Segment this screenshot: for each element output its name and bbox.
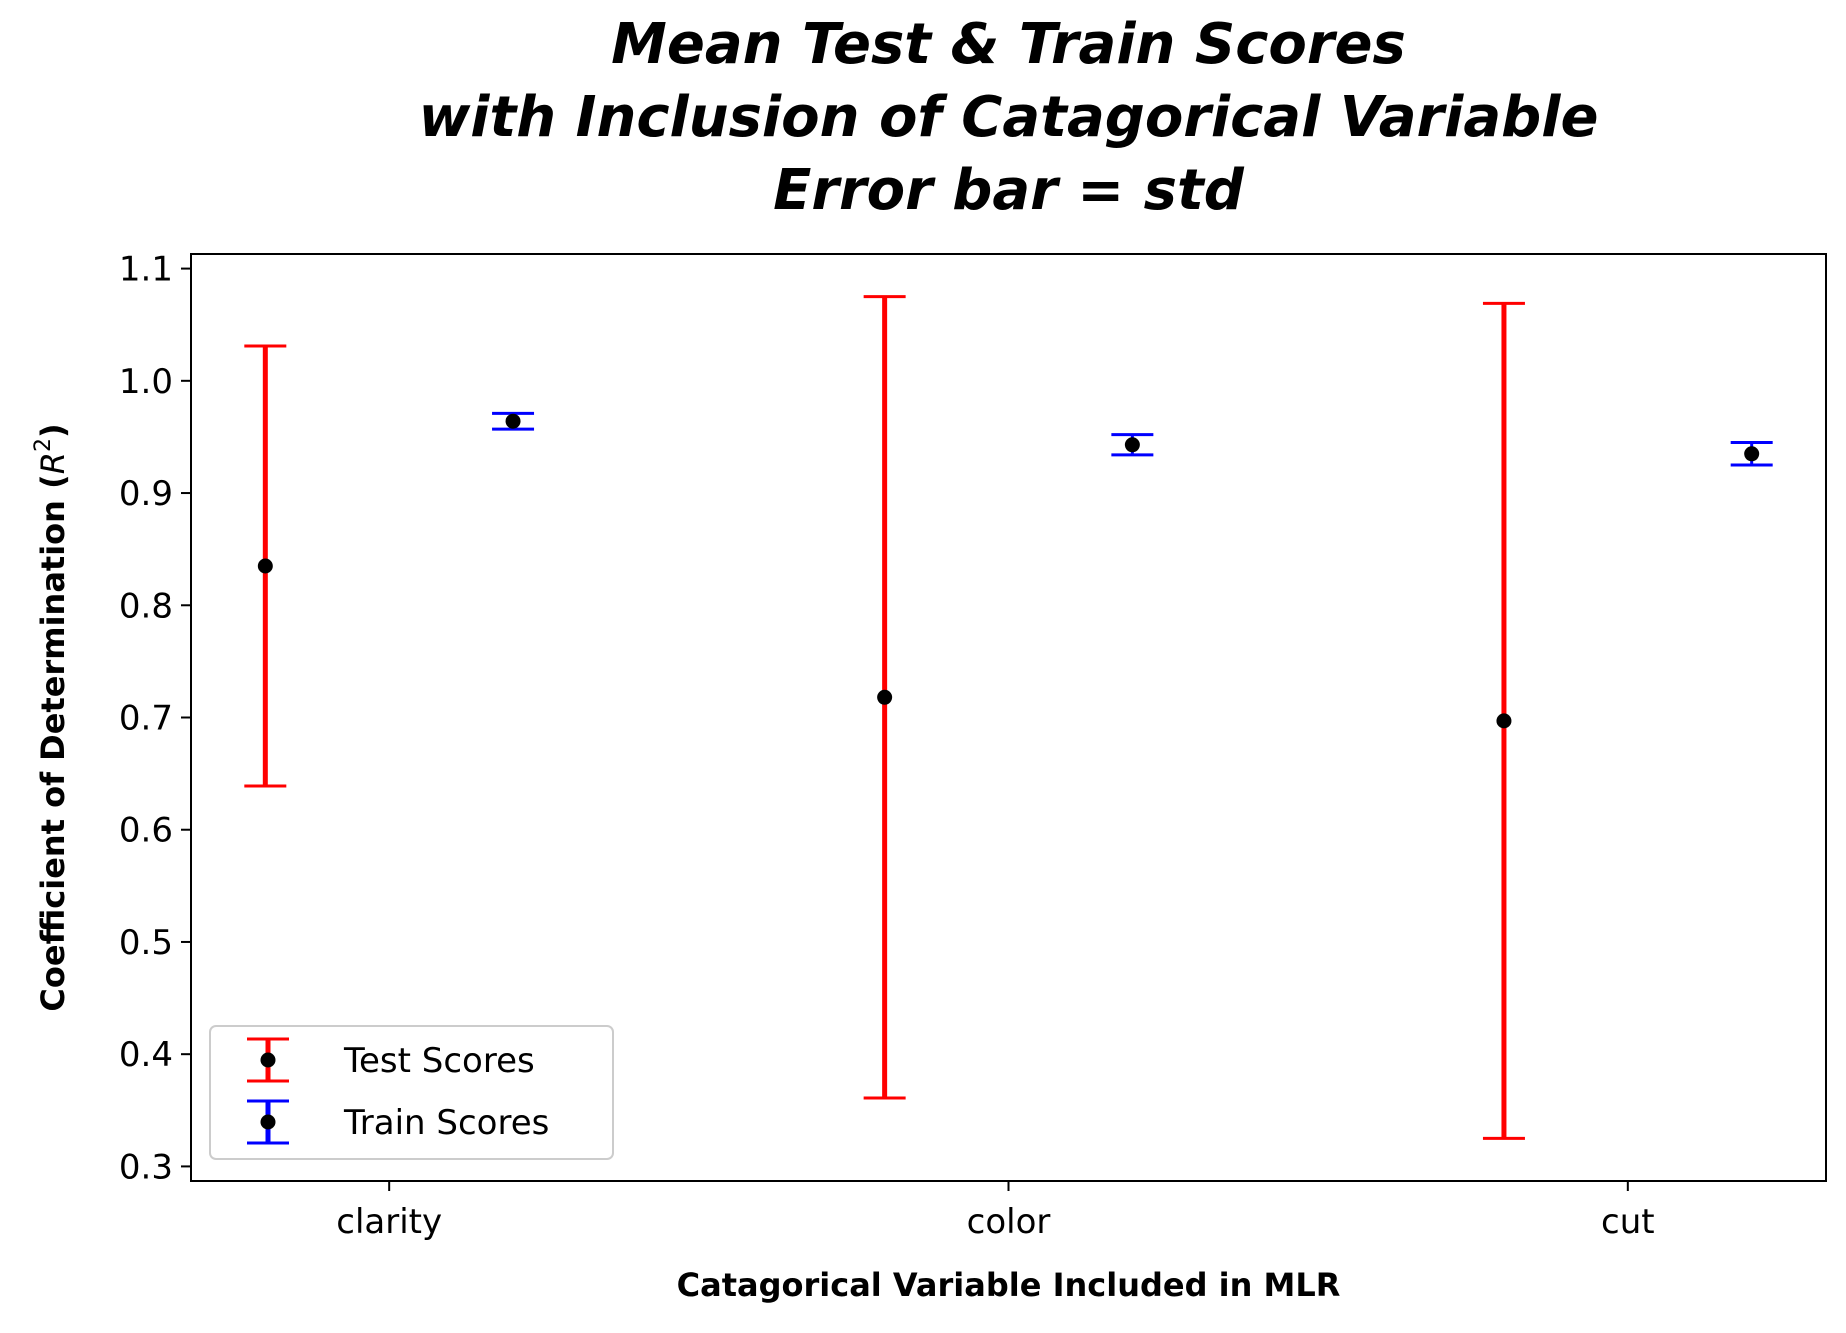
error-bar-train-clarity [492,411,535,431]
mean-point [877,689,893,705]
error-bar-test-cut [1482,301,1525,1140]
chart-title-line-2: with Inclusion of Catagorical Variable [419,85,1599,150]
y-tick-label: 0.7 [119,699,173,739]
legend-entry-test: Test Scores [247,1037,535,1083]
y-tick-label: 0.6 [119,811,173,851]
y-axis-label: Coefficient of Determination (R2) [31,423,72,1011]
y-axis-label-suffix: ) [34,423,72,438]
y-axis-label-variable: R [34,452,72,474]
legend-handle-marker [260,1052,276,1068]
x-tick-label-clarity: clarity [336,1202,442,1242]
x-axis: clarity color cut [336,1181,1655,1242]
chart-title: Mean Test & Train Scores with Inclusion … [419,12,1599,223]
legend-label: Train Scores [343,1103,549,1143]
legend-handle-marker [260,1114,276,1130]
y-tick-label: 0.9 [119,474,173,514]
legend: Test Scores Train Scores [209,1025,614,1160]
y-tick-label: 1.1 [119,250,173,290]
error-bar-test-color [863,295,906,1100]
chart-title-line-1: Mean Test & Train Scores [611,12,1406,77]
chart-title-line-3: Error bar = std [773,158,1245,223]
x-tick-label-cut: cut [1601,1202,1655,1242]
y-axis-label-prefix: Coefficient of Determination ( [34,474,72,1011]
legend-label: Test Scores [343,1041,535,1081]
data-marks [244,295,1773,1140]
x-tick-label-color: color [967,1202,1051,1242]
mean-point [1496,713,1512,729]
y-tick-label: 0.3 [119,1147,173,1187]
mean-point [505,413,521,429]
x-axis-label: Catagorical Variable Included in MLR [677,1266,1341,1304]
y-axis-label-exponent: 2 [31,438,56,452]
error-bar-train-cut [1730,441,1773,467]
error-bar-train-color [1111,433,1154,457]
y-axis: 0.3 0.4 0.5 0.6 0.7 0.8 0.9 1.0 1.1 [119,250,191,1187]
y-tick-label: 0.4 [119,1035,173,1075]
legend-entry-train: Train Scores [247,1099,549,1145]
mean-point [257,558,273,574]
mean-point [1124,437,1140,453]
error-bar-test-clarity [244,344,287,788]
mean-point [1744,446,1760,462]
y-tick-label: 0.5 [119,923,173,963]
y-tick-label: 1.0 [119,362,173,402]
legend-box [209,1025,614,1160]
y-tick-label: 0.8 [119,586,173,626]
